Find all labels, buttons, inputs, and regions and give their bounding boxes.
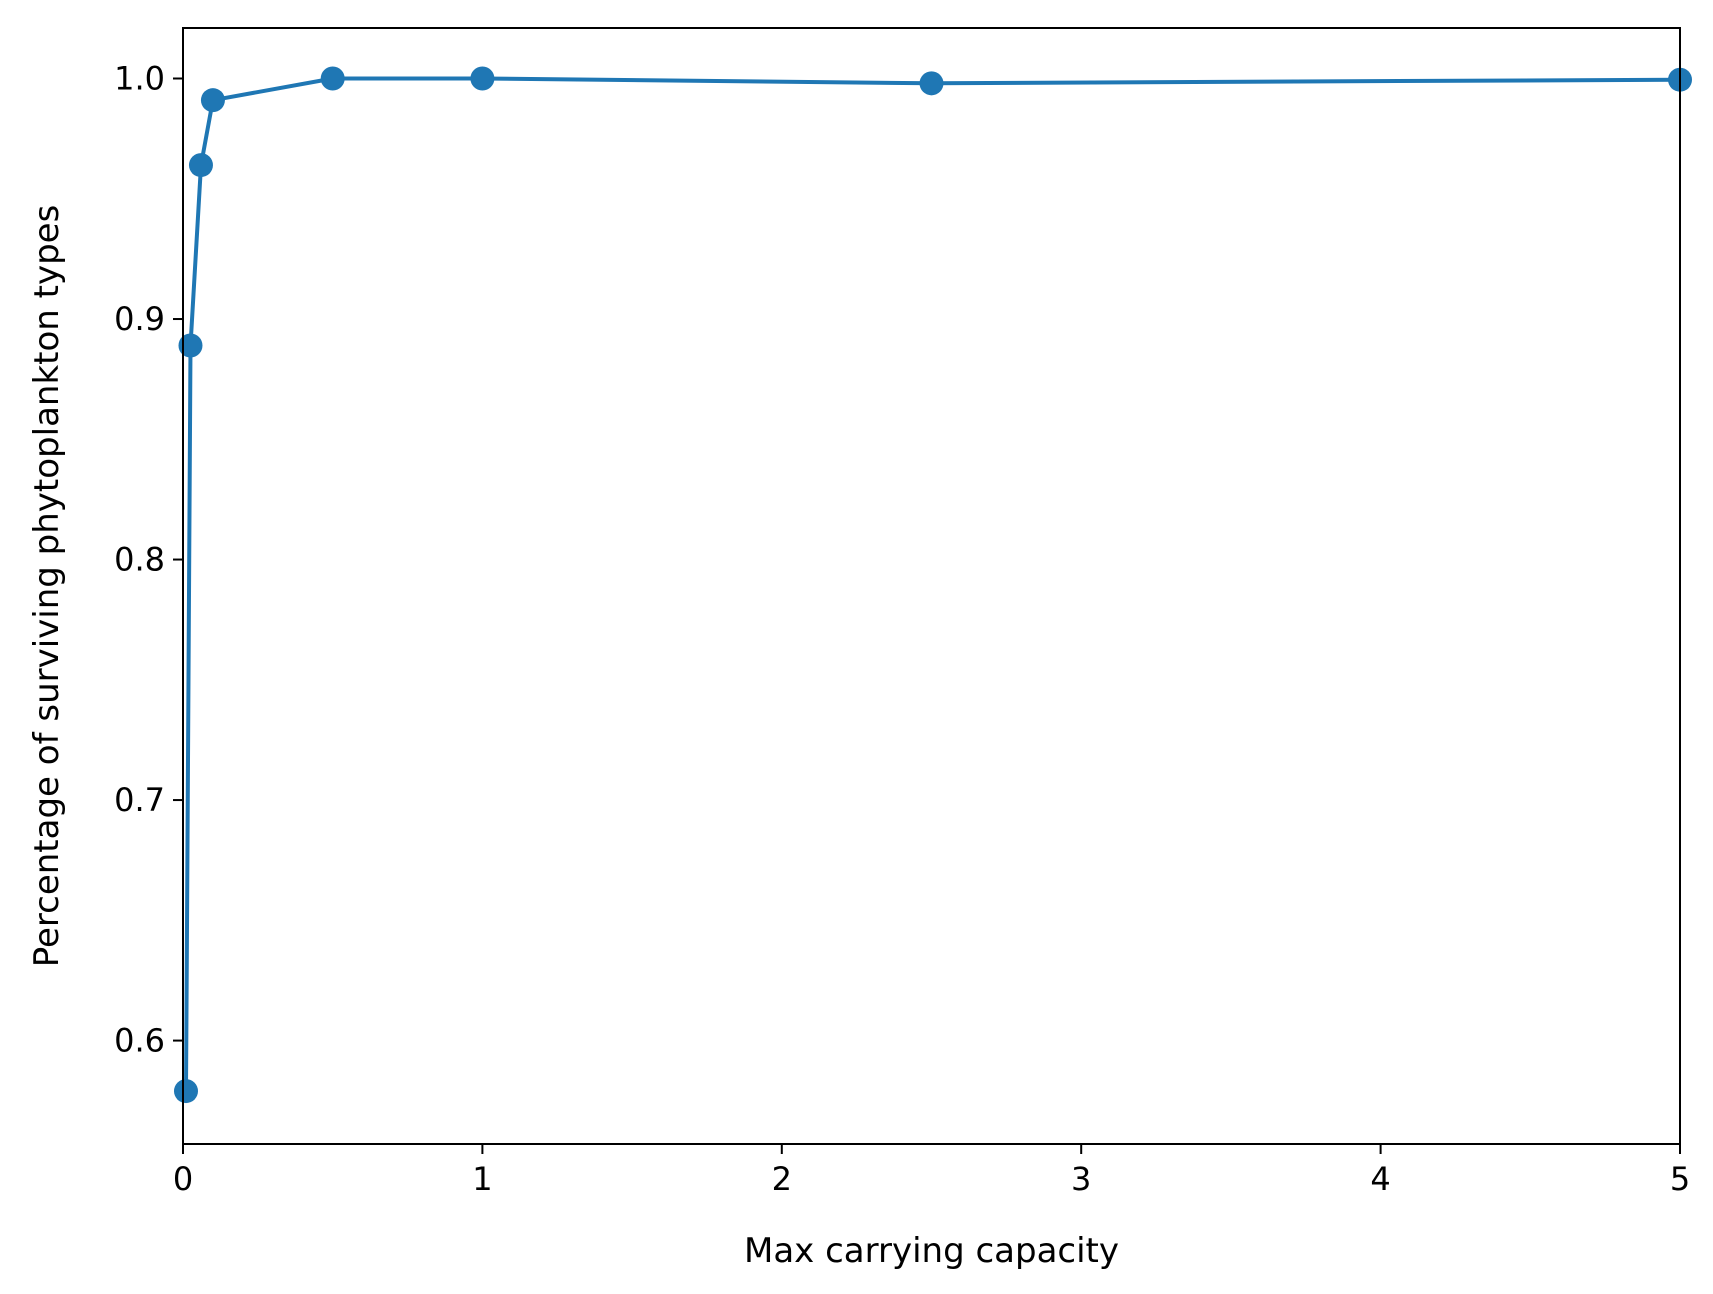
data-point (173, 1079, 198, 1104)
plot-frame (182, 27, 1681, 1145)
x-tick-label: 1 (472, 1160, 492, 1198)
x-tick-label: 5 (1670, 1160, 1690, 1198)
x-tick-label: 4 (1370, 1160, 1390, 1198)
y-tick-label: 1.0 (114, 60, 165, 98)
y-tick-label: 0.8 (114, 541, 165, 579)
data-point (178, 333, 203, 358)
y-tick-label: 0.6 (114, 1022, 165, 1060)
data-point (188, 153, 213, 178)
data-point (200, 88, 225, 113)
x-axis-label: Max carrying capacity (744, 1231, 1119, 1271)
data-point (320, 66, 345, 91)
series-line (184, 76, 1681, 1092)
data-point (470, 66, 495, 91)
y-axis-label: Percentage of surviving phytoplankton ty… (27, 205, 67, 968)
y-tick-label: 0.9 (114, 300, 165, 338)
x-tick-label: 2 (772, 1160, 792, 1198)
x-axis-ticks: 0 1 2 3 4 5 (173, 1144, 1690, 1198)
x-tick-label: 3 (1071, 1160, 1091, 1198)
x-tick-label: 0 (173, 1160, 193, 1198)
y-tick-label: 0.7 (114, 781, 165, 819)
series-layer (173, 66, 1692, 1104)
y-axis-ticks: 0.6 0.7 0.8 0.9 1.0 (114, 60, 183, 1060)
data-point (919, 71, 944, 96)
